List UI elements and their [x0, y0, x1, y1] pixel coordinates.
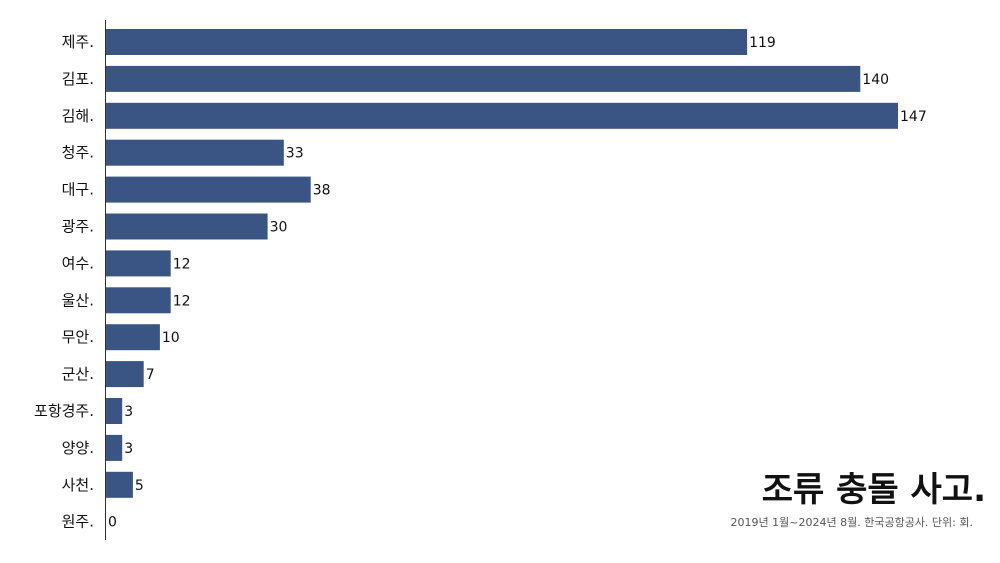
category-label: 청주.	[62, 144, 94, 162]
category-label: 군산.	[62, 365, 94, 383]
value-label: 10	[162, 330, 180, 346]
category-label: 울산.	[62, 291, 94, 309]
bar	[106, 361, 144, 388]
bar	[106, 29, 748, 55]
chart-title: 조류 충돌 사고.	[761, 470, 986, 510]
category-label: 김포.	[62, 70, 94, 88]
category-label: 제주.	[62, 33, 94, 51]
bar	[106, 65, 861, 92]
value-label: 30	[270, 220, 288, 236]
bar	[106, 471, 133, 498]
value-label: 33	[286, 146, 304, 162]
value-label: 12	[173, 293, 191, 309]
value-label: 7	[146, 367, 155, 383]
bars-group	[106, 29, 898, 498]
bar	[106, 176, 311, 203]
category-label: 대구.	[62, 181, 94, 199]
bar	[106, 324, 160, 351]
value-label: 0	[108, 515, 117, 531]
bar	[106, 434, 123, 461]
category-label: 포항경주.	[34, 402, 94, 420]
bar	[106, 250, 171, 277]
category-label: 원주.	[62, 513, 94, 531]
category-label: 사천.	[62, 476, 94, 494]
value-label: 3	[124, 404, 133, 420]
value-label: 147	[900, 109, 927, 125]
category-label: 무안.	[62, 328, 94, 346]
bar	[106, 287, 171, 314]
bar	[106, 102, 898, 129]
value-label: 119	[749, 35, 776, 51]
value-label: 5	[135, 478, 144, 494]
chart-subtitle: 2019년 1월~2024년 8월. 한국공항공사. 단위: 회.	[730, 516, 973, 529]
bar	[106, 398, 123, 424]
category-label: 광주.	[62, 218, 94, 236]
bar	[106, 213, 268, 240]
category-label: 양양.	[62, 439, 94, 457]
category-label: 여수.	[62, 254, 94, 272]
value-label: 38	[313, 183, 331, 199]
category-labels-group: 제주. 김포. 김해. 청주. 대구. 광주. 여수. 울산. 무안. 군산. 포항경주. 양양. 사천…	[34, 33, 94, 531]
category-label: 김해.	[62, 107, 94, 125]
value-label: 12	[173, 256, 191, 272]
bar	[106, 139, 284, 166]
value-label: 3	[124, 441, 133, 457]
value-label: 140	[862, 72, 889, 88]
